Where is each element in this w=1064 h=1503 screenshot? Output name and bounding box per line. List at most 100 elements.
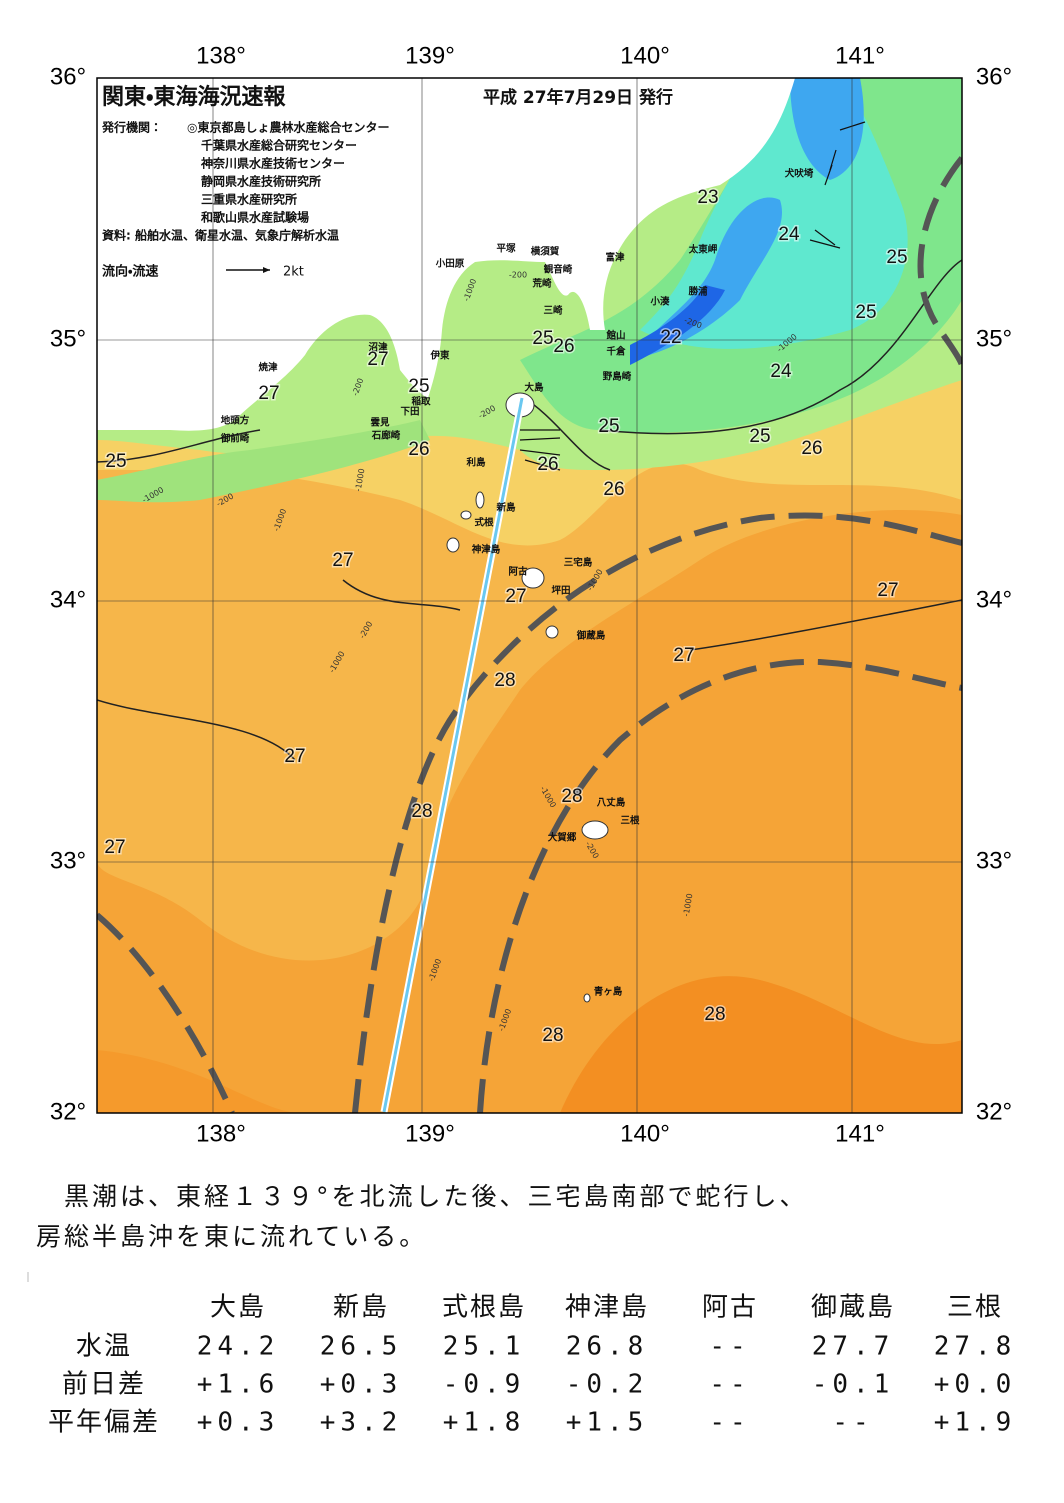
place-name: 太東岬 [688, 244, 718, 256]
summary: 黒潮は、東経１３９°を北流した後、三宅島南部で蛇行し、房総半島沖を東に流れている… [36, 1182, 805, 1251]
isotherm-label: 28 [494, 670, 515, 691]
table-cell: -- [709, 1370, 750, 1400]
kuroshio-axis [352, 512, 962, 1113]
issuers: ◎東京都島しょ農林水産総合センター千葉県水産総合研究センター神奈川県水産技術セン… [187, 120, 389, 225]
issuer: 和歌山県水産試験場 [200, 210, 309, 225]
place-name: 式根 [474, 517, 494, 529]
isotherm-label: 25 [532, 328, 553, 349]
isotherm-label: 22 [660, 327, 681, 348]
isotherm-label: 24 [778, 224, 800, 245]
place-name: 犬吠埼 [784, 168, 814, 180]
place-name: 館山 [605, 330, 625, 342]
table-cell: -0.9 [443, 1370, 526, 1400]
sea-inubo [790, 78, 864, 180]
isotherm-label: 28 [704, 1004, 725, 1025]
isotherm-label: 26 [603, 479, 624, 500]
place-name: 青ヶ島 [594, 986, 623, 998]
lat-label-left: 34° [50, 586, 86, 613]
depth-label: -200 [509, 271, 527, 280]
place-name: 新島 [495, 502, 516, 514]
table-cell: -0.2 [566, 1370, 649, 1400]
isotherm-label: 25 [598, 416, 619, 437]
table-cell: 26.5 [320, 1332, 403, 1362]
isotherm-label: 26 [801, 438, 822, 459]
isotherm-label: 25 [855, 302, 876, 323]
row-label: 前日差 [62, 1370, 146, 1400]
isotherm-label: 27 [284, 746, 305, 767]
lon-label-bottom: 141° [835, 1120, 885, 1147]
place-name: 八丈島 [597, 797, 626, 809]
place-name: 小湊 [649, 296, 670, 308]
issuer: ◎東京都島しょ農林水産総合センター [187, 120, 389, 135]
table-cell: 27.8 [934, 1332, 1017, 1362]
place-name: 雲見 [370, 417, 390, 429]
lon-label-top: 141° [835, 42, 885, 69]
isotherm-label: 27 [673, 645, 694, 666]
lat-label-right: 34° [976, 586, 1012, 613]
table-cell: -- [709, 1408, 750, 1438]
table-cell: 24.2 [197, 1332, 280, 1362]
column-header: 三根 [947, 1293, 1003, 1323]
column-header: 式根島 [442, 1293, 526, 1323]
isotherm-label: 25 [105, 451, 126, 472]
isotherm-label: 24 [770, 361, 792, 382]
graticule [97, 78, 962, 1113]
issuer-label: 発行機関： [101, 120, 162, 135]
place-name: 富津 [605, 252, 625, 264]
lon-label-bottom: 139° [405, 1120, 455, 1147]
place-name: 御蔵島 [576, 630, 606, 642]
lat-label-left: 32° [50, 1098, 86, 1125]
table-cell: +1.8 [443, 1408, 526, 1438]
isotherm-label: 26 [537, 454, 558, 475]
map-frame [96, 77, 963, 1114]
place-name: 伊東 [429, 350, 450, 362]
lat-label-left: 33° [50, 847, 86, 874]
table-cell: +0.0 [934, 1370, 1017, 1400]
depth-label: -1000 [682, 893, 695, 917]
issue-date: 平成 27年7月29日 発行 [483, 87, 673, 108]
place-name: 勝浦 [688, 286, 708, 298]
place-name: 野島崎 [603, 371, 632, 383]
isotherm-label: 27 [505, 586, 526, 607]
isotherm-label: 26 [553, 336, 574, 357]
isotherm-label: 27 [367, 349, 388, 370]
place-name: 三根 [620, 815, 640, 827]
depth-label: -1000 [354, 468, 367, 492]
sea-25-west [97, 420, 430, 503]
lat-label-right: 35° [976, 325, 1012, 352]
title: 関東・東海海況速報 [102, 84, 286, 110]
column-header: 阿古 [702, 1293, 758, 1323]
legend-label: 流向・流速 [102, 264, 158, 280]
place-name: 小田原 [435, 258, 465, 270]
place-name: 坪田 [551, 585, 570, 597]
axes: 138° 138° 139° 139° 140° 140° 141° 141° 36° 36° 35… [50, 42, 1012, 1147]
place-name: 横須賀 [531, 246, 560, 258]
table-cell: +1.5 [566, 1408, 649, 1438]
isotherm-label: 25 [886, 247, 907, 268]
table-cell: -0.1 [812, 1370, 895, 1400]
lat-label-left: 36° [50, 63, 86, 90]
lon-label-top: 138° [196, 42, 246, 69]
issuer: 神奈川県水産技術センター [200, 156, 345, 171]
table-cell: +0.3 [197, 1408, 280, 1438]
sea-28 [97, 1050, 300, 1113]
place-name: 御前崎 [220, 433, 250, 445]
legend-arrowhead [263, 267, 270, 273]
isotherm-label: 28 [561, 786, 582, 807]
table-cell: 25.1 [443, 1332, 526, 1362]
column-header: 新島 [333, 1293, 389, 1323]
isotherm-label: 27 [258, 383, 279, 404]
row-label: 水温 [76, 1332, 132, 1362]
place-name: 三崎 [543, 305, 563, 317]
place-name: 地頭方 [221, 415, 250, 427]
sea-22 [630, 197, 782, 360]
sources: 資料: 船舶水温、衛星水温、気象庁解析水温 [102, 228, 339, 243]
kuroshio-west [97, 912, 235, 1113]
place-name: 千倉 [606, 346, 626, 358]
place-name: 沼津 [368, 342, 388, 354]
lon-label-bottom: 138° [196, 1120, 246, 1147]
table-cell: -- [709, 1332, 750, 1362]
